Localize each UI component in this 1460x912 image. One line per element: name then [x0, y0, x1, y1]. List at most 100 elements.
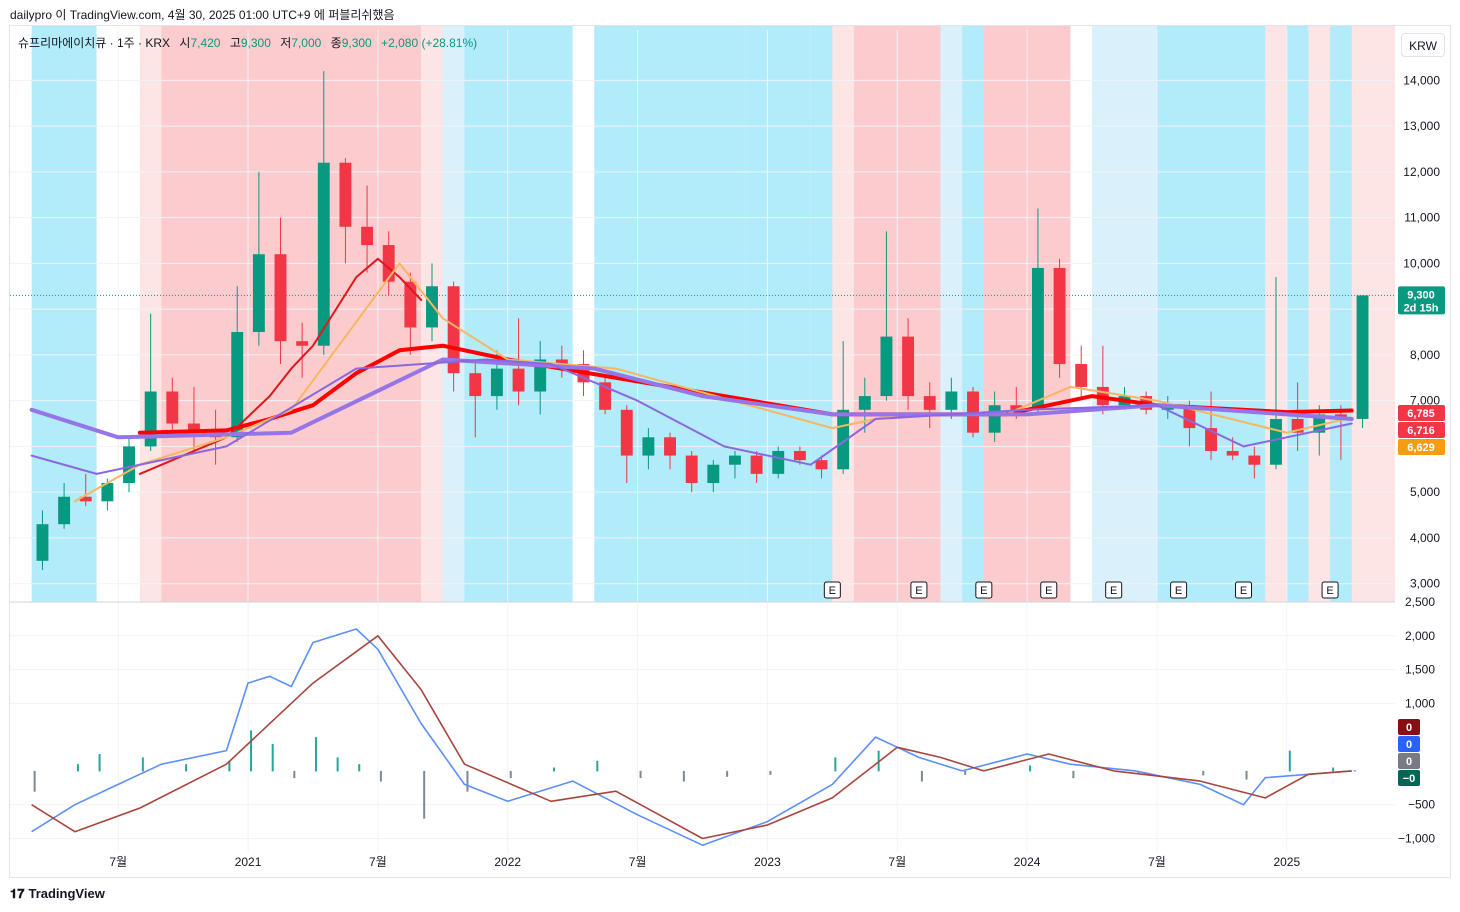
- macd-histogram-bar: [920, 770, 923, 782]
- candle-body: [1010, 405, 1023, 410]
- candle-body: [317, 162, 330, 346]
- macd-value-label-box: [1398, 753, 1420, 769]
- price-label-box: [1398, 286, 1445, 315]
- background-band: [918, 26, 941, 602]
- time-tick-label: 2023: [754, 855, 781, 869]
- background-band: [291, 26, 422, 602]
- macd-histogram-bar: [1245, 770, 1248, 780]
- macd-histogram-bar: [1353, 770, 1356, 772]
- candle-body: [750, 455, 763, 474]
- candle-body: [144, 391, 157, 447]
- background-band: [594, 26, 746, 602]
- background-band: [507, 26, 573, 602]
- candle-body: [58, 496, 71, 525]
- macd-tick-label: −1,000: [1398, 831, 1435, 845]
- price-tick-label: 13,000: [1403, 119, 1440, 133]
- price-label-box: [1398, 439, 1445, 455]
- macd-value-label-box: [1398, 719, 1420, 735]
- macd-value-label-box: [1398, 770, 1420, 786]
- macd-histogram-bar: [228, 760, 231, 772]
- candle-body: [361, 226, 374, 246]
- low-label: 저: [280, 36, 292, 50]
- price-label-text: 9,300: [1407, 289, 1435, 301]
- price-label-box: [1398, 422, 1445, 438]
- candle-body: [447, 286, 460, 374]
- price-label-box: [1398, 405, 1445, 421]
- candle-body: [555, 359, 568, 365]
- price-label-text: 6,716: [1407, 425, 1435, 437]
- candle-body: [36, 524, 49, 561]
- earnings-marker: [910, 581, 928, 599]
- price-tick-label: 10,000: [1403, 256, 1440, 270]
- macd-histogram-bar: [336, 757, 339, 772]
- close-label: 종: [330, 36, 342, 50]
- candle-body: [685, 455, 698, 484]
- macd-tick-label: 2,000: [1405, 629, 1435, 643]
- earnings-marker-label: E: [1175, 585, 1182, 597]
- candle-body: [902, 336, 915, 397]
- macd-histogram-bar: [76, 764, 79, 772]
- earnings-marker: [1235, 581, 1253, 599]
- candles: [36, 71, 1369, 570]
- macd-tick-label: −500: [1408, 798, 1435, 812]
- candle-body: [426, 286, 438, 328]
- macd-histogram-bar: [964, 770, 967, 775]
- price-tick-label: 7,000: [1410, 394, 1440, 408]
- background-band: [1113, 26, 1157, 602]
- macd-line: [31, 628, 1352, 847]
- candle-body: [296, 341, 309, 346]
- macd-histogram-bar: [379, 770, 382, 782]
- candle-body: [252, 254, 265, 333]
- macd-histogram-bar: [314, 737, 317, 772]
- high-label: 고: [229, 36, 241, 50]
- price-axis: 3,0004,0005,0006,0007,0008,0009,00010,00…: [1403, 73, 1440, 590]
- symbol-legend[interactable]: 슈프리마에이치큐 · 1주 · KRX 시7,420 고9,300 저7,000…: [18, 34, 477, 51]
- macd-histogram-bar: [33, 770, 36, 792]
- macd-histogram-bar: [1202, 770, 1205, 776]
- open-label: 시: [179, 36, 191, 50]
- earnings-marker: [1170, 581, 1188, 599]
- grid-lines: [10, 30, 1395, 852]
- background-band: [464, 26, 508, 602]
- tradingview-brand[interactable]: 𝟏𝟕 TradingView: [10, 886, 105, 902]
- candle-body: [534, 359, 547, 392]
- open-value: 7,420: [190, 36, 221, 50]
- earnings-marker: [1105, 581, 1123, 599]
- time-tick-label: 7월: [109, 855, 127, 869]
- price-tick-label: 12,000: [1403, 165, 1440, 179]
- macd-histogram-bar: [1029, 765, 1032, 772]
- macd-histogram-bar: [98, 754, 101, 772]
- candle-body: [469, 373, 482, 397]
- candle-body: [1075, 364, 1088, 387]
- high-value: 9,300: [240, 36, 271, 50]
- macd-histogram-bar: [141, 757, 144, 772]
- macd-histogram-bar: [358, 764, 361, 772]
- candle-body: [772, 450, 785, 474]
- candle-body: [404, 281, 417, 328]
- change-value: +2,080 (+28.81%): [381, 36, 478, 50]
- candle-body: [1226, 450, 1239, 456]
- earnings-marker: [1321, 581, 1339, 599]
- macd-axis: 2,500 2,000 1,500 1,000 −500 −1,000: [1398, 595, 1435, 845]
- moving-average-line: [73, 262, 1353, 503]
- candle-body: [339, 162, 352, 227]
- candle-body: [1031, 267, 1044, 410]
- price-label-text: 6,629: [1407, 442, 1435, 454]
- macd-histogram-bar: [553, 767, 556, 772]
- candle-body: [793, 450, 806, 461]
- time-tick-label: 2025: [1273, 855, 1300, 869]
- time-tick-label: 7월: [888, 855, 906, 869]
- candle-body: [1291, 418, 1304, 433]
- macd-histogram-bar: [682, 770, 685, 782]
- candle-body: [101, 483, 114, 502]
- moving-average-line: [30, 358, 1353, 475]
- tradingview-logo-icon: 𝟏𝟕: [10, 886, 25, 901]
- candle-body: [988, 405, 1001, 433]
- macd-histogram-bar: [509, 770, 512, 779]
- currency-button[interactable]: KRW: [1401, 33, 1445, 57]
- earnings-marker-label: E: [1110, 585, 1117, 597]
- macd-histogram-bar: [769, 770, 772, 775]
- symbol-name[interactable]: 슈프리마에이치큐 · 1주 · KRX: [18, 36, 171, 50]
